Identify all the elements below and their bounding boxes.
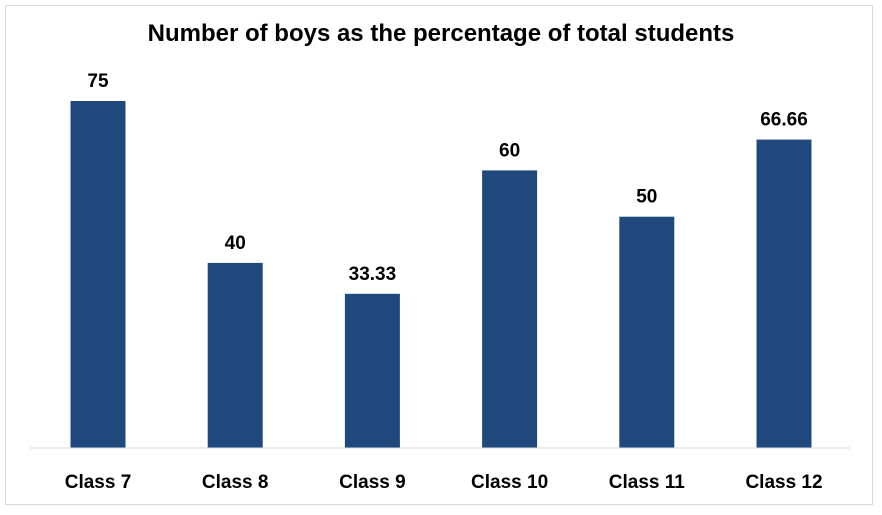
chart-frame — [5, 5, 873, 505]
data-label: 50 — [636, 187, 657, 208]
x-tick-label: Class 7 — [65, 472, 132, 493]
bar-class-11 — [619, 216, 675, 448]
x-tick-label: Class 12 — [745, 472, 822, 493]
data-label: 66.66 — [760, 110, 808, 131]
data-label: 60 — [499, 140, 520, 161]
x-tick-label: Class 8 — [202, 472, 269, 493]
chart-title: Number of boys as the percentage of tota… — [147, 20, 735, 47]
bar-class-7 — [70, 101, 126, 448]
bar-class-8 — [207, 262, 263, 448]
bar-class-9 — [344, 293, 400, 448]
data-label: 40 — [225, 233, 246, 254]
x-tick-label: Class 11 — [609, 472, 685, 493]
x-tick-label: Class 10 — [471, 472, 548, 493]
bars-layer — [70, 101, 812, 448]
bar-class-10 — [482, 170, 538, 448]
labels-layer: 75 Class 7 40 Class 8 33.33 Class 9 60 Class 10… — [65, 71, 823, 493]
data-label: 75 — [87, 71, 109, 92]
bar-class-12 — [756, 139, 812, 448]
x-tick-label: Class 9 — [339, 472, 406, 493]
data-label: 33.33 — [349, 264, 397, 285]
